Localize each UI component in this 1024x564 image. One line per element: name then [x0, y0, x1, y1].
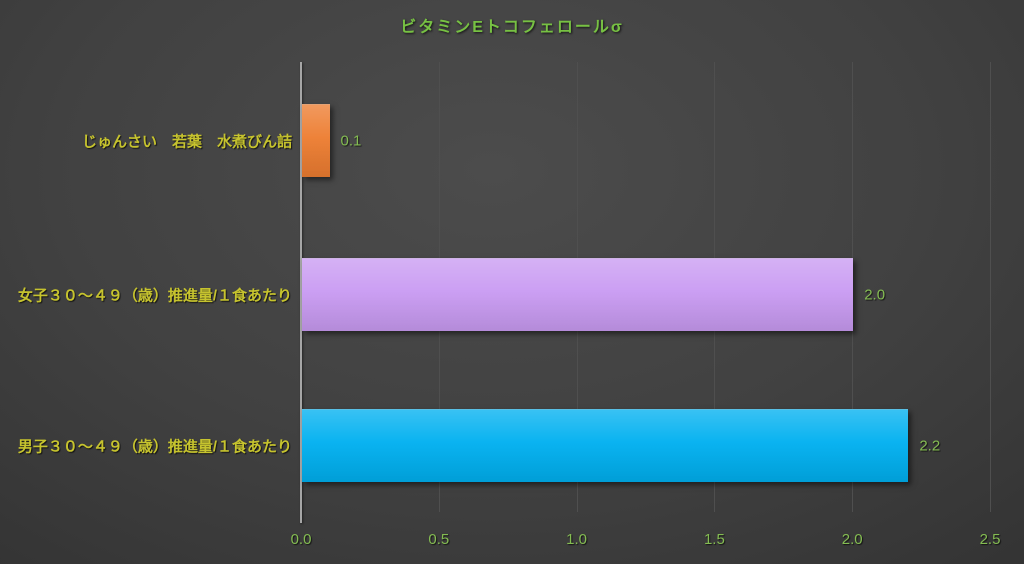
chart-title: ビタミンEトコフェロールσ [400, 19, 624, 36]
bar-0 [302, 104, 330, 177]
bar-2 [302, 409, 909, 482]
category-label: じゅんさい 若葉 水煮びん詰 [81, 133, 292, 150]
x-tick-label: 1.5 [703, 531, 725, 548]
category-label: 女子３０～４９（歳）推進量/１食あたり [17, 287, 292, 304]
value-label: 2.0 [864, 286, 886, 303]
bar-1 [302, 258, 854, 331]
x-tick-label: 0.5 [428, 531, 450, 548]
gridline [990, 62, 991, 512]
value-label: 2.2 [919, 437, 941, 454]
x-tick-label: 2.5 [979, 531, 1001, 548]
x-tick-label: 0.0 [290, 531, 312, 548]
value-label: 0.1 [340, 132, 362, 149]
x-tick-label: 2.0 [841, 531, 863, 548]
category-label: 男子３０～４９（歳）推進量/１食あたり [17, 438, 292, 455]
category-axis-line [300, 62, 302, 523]
x-tick-label: 1.0 [566, 531, 588, 548]
